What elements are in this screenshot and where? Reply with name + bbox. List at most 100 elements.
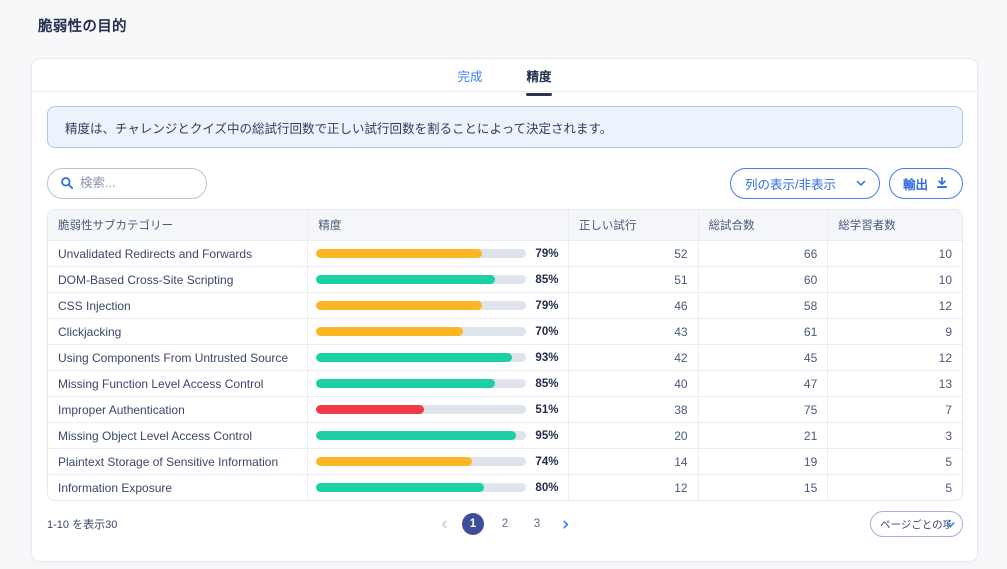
table-row[interactable]: Missing Function Level Access Control 85… xyxy=(48,370,962,396)
table-row[interactable]: DOM-Based Cross-Site Scripting 85% 51 60… xyxy=(48,266,962,292)
table-row[interactable]: Plaintext Storage of Sensitive Informati… xyxy=(48,448,962,474)
progress-fill xyxy=(316,275,495,284)
accuracy-table: 脆弱性サブカテゴリー 精度 正しい試行 総試合数 総学習者数 Unvalidat… xyxy=(47,209,963,501)
table-row[interactable]: Missing Object Level Access Control 95% … xyxy=(48,422,962,448)
row-accuracy-cell: 85% xyxy=(308,371,569,396)
accuracy-percent-label: 93% xyxy=(535,351,559,364)
column-header-total-attempts[interactable]: 総試合数 xyxy=(699,210,829,240)
row-total-attempts: 47 xyxy=(699,371,829,396)
chevron-left-icon xyxy=(441,519,447,529)
row-total-attempts: 66 xyxy=(699,241,829,266)
table-footer: 1-10 を表示30 1 2 3 ページごとの項目 xyxy=(47,509,963,539)
row-correct-attempts: 40 xyxy=(569,371,699,396)
row-accuracy-cell: 79% xyxy=(308,241,569,266)
table-row[interactable]: Unvalidated Redirects and Forwards 79% 5… xyxy=(48,240,962,266)
tab-bar: 完成 精度 xyxy=(32,57,977,96)
table-row[interactable]: CSS Injection 79% 46 58 12 xyxy=(48,292,962,318)
column-header-accuracy[interactable]: 精度 xyxy=(308,210,569,240)
tab-accuracy[interactable]: 精度 xyxy=(525,57,554,96)
tab-completion[interactable]: 完成 xyxy=(455,57,484,94)
table-body: Unvalidated Redirects and Forwards 79% 5… xyxy=(48,240,962,500)
row-subcategory: Improper Authentication xyxy=(48,397,309,422)
row-total-learners: 12 xyxy=(938,298,952,313)
column-header-total-learners[interactable]: 総学習者数 xyxy=(838,220,896,232)
row-accuracy-cell: 79% xyxy=(308,293,569,318)
row-total-attempts: 75 xyxy=(699,397,829,422)
info-banner-text: 精度は、チャレンジとクイズ中の総試行回数で正しい試行回数を割ることによって決定さ… xyxy=(65,121,613,136)
accuracy-percent-label: 74% xyxy=(535,455,559,468)
page-button-2[interactable]: 2 xyxy=(494,513,516,535)
row-total-learners: 3 xyxy=(945,428,952,443)
row-correct-attempts: 38 xyxy=(569,397,699,422)
table-row[interactable]: Using Components From Untrusted Source 9… xyxy=(48,344,962,370)
chevron-right-icon xyxy=(563,519,569,529)
page-button-1[interactable]: 1 xyxy=(462,513,484,535)
search-input[interactable] xyxy=(80,176,196,190)
accuracy-percent-label: 95% xyxy=(535,429,559,442)
accuracy-percent-label: 70% xyxy=(535,325,559,338)
accuracy-percent-label: 85% xyxy=(535,273,559,286)
progress-fill xyxy=(316,327,464,336)
next-page-button[interactable] xyxy=(558,517,573,532)
row-accuracy-cell: 85% xyxy=(308,267,569,292)
progress-track xyxy=(316,457,527,466)
accuracy-percent-label: 51% xyxy=(535,403,559,416)
row-total-attempts: 45 xyxy=(699,345,829,370)
row-correct-attempts: 46 xyxy=(569,293,699,318)
progress-track xyxy=(316,405,527,414)
search-icon xyxy=(61,177,74,190)
row-total-learners: 5 xyxy=(945,480,952,495)
progress-fill xyxy=(316,301,483,310)
previous-page-button[interactable] xyxy=(437,517,452,532)
table-row[interactable]: Information Exposure 80% 12 15 5 xyxy=(48,474,962,500)
progress-fill xyxy=(316,379,495,388)
row-total-attempts: 19 xyxy=(699,449,829,474)
progress-fill xyxy=(316,405,424,414)
row-correct-attempts: 42 xyxy=(569,345,699,370)
chevron-down-icon xyxy=(946,521,955,527)
chevron-down-icon xyxy=(856,180,866,186)
progress-fill xyxy=(316,431,516,440)
tab-completion-label: 完成 xyxy=(457,69,483,84)
row-subcategory: Plaintext Storage of Sensitive Informati… xyxy=(48,449,309,474)
row-subcategory: DOM-Based Cross-Site Scripting xyxy=(48,267,309,292)
row-total-attempts: 21 xyxy=(699,423,829,448)
row-subcategory: Clickjacking xyxy=(48,319,309,344)
pagination: 1 2 3 xyxy=(437,513,573,535)
columns-visibility-label: 列の表示/非表示 xyxy=(744,177,836,192)
row-subcategory: Unvalidated Redirects and Forwards xyxy=(48,241,309,266)
progress-fill xyxy=(316,483,485,492)
row-accuracy-cell: 80% xyxy=(308,475,569,500)
items-per-page-label: ページごとの項目 xyxy=(880,518,951,531)
progress-track xyxy=(316,327,527,336)
progress-track xyxy=(316,353,527,362)
toolbar: 列の表示/非表示 輸出 xyxy=(47,167,963,199)
row-accuracy-cell: 51% xyxy=(308,397,569,422)
export-button[interactable]: 輸出 xyxy=(888,167,963,199)
column-header-subcategory[interactable]: 脆弱性サブカテゴリー xyxy=(48,210,309,240)
row-accuracy-cell: 70% xyxy=(308,319,569,344)
accuracy-percent-label: 79% xyxy=(535,247,559,260)
row-correct-attempts: 14 xyxy=(569,449,699,474)
row-total-attempts: 58 xyxy=(699,293,829,318)
page-button-3[interactable]: 3 xyxy=(526,513,548,535)
search-box[interactable] xyxy=(47,167,207,199)
info-banner: 精度は、チャレンジとクイズ中の総試行回数で正しい試行回数を割ることによって決定さ… xyxy=(47,106,963,148)
progress-track xyxy=(316,275,527,284)
columns-visibility-dropdown[interactable]: 列の表示/非表示 xyxy=(729,167,880,199)
row-subcategory: Using Components From Untrusted Source xyxy=(48,345,309,370)
progress-fill xyxy=(316,457,472,466)
column-header-correct-attempts[interactable]: 正しい試行 xyxy=(569,210,699,240)
progress-track xyxy=(316,431,527,440)
table-row[interactable]: Improper Authentication 51% 38 75 7 xyxy=(48,396,962,422)
row-correct-attempts: 20 xyxy=(569,423,699,448)
progress-track xyxy=(316,301,527,310)
row-accuracy-cell: 95% xyxy=(308,423,569,448)
items-per-page-button[interactable]: ページごとの項目 xyxy=(870,511,963,537)
row-correct-attempts: 51 xyxy=(569,267,699,292)
table-row[interactable]: Clickjacking 70% 43 61 9 xyxy=(48,318,962,344)
row-total-learners: 13 xyxy=(938,376,952,391)
row-total-learners: 5 xyxy=(945,454,952,469)
row-total-learners: 10 xyxy=(938,272,952,287)
row-total-learners: 10 xyxy=(938,246,952,261)
